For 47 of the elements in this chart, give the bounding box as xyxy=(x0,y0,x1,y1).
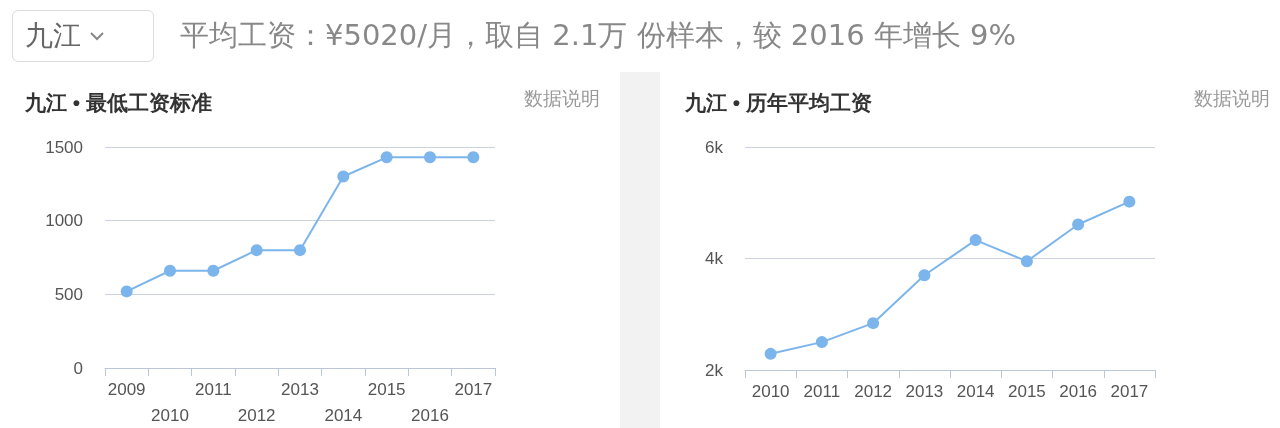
x-tick-label: 2013 xyxy=(281,379,319,399)
x-tick-label: 2017 xyxy=(454,379,493,399)
point xyxy=(815,336,828,349)
text: 平均工资：¥5020/月，取自 2.1万 份样本，较 2016 年增长 9% xyxy=(180,17,1017,54)
y-tick-label: 2k xyxy=(705,360,724,380)
x-tick-label: 2015 xyxy=(1007,381,1046,401)
y-tick-label: 500 xyxy=(54,284,83,304)
y-tick-label: 1000 xyxy=(45,211,83,231)
text: 九江 xyxy=(25,18,81,54)
point xyxy=(764,347,777,360)
x-tick-label: 2012 xyxy=(237,405,276,425)
point xyxy=(207,264,220,277)
point xyxy=(918,269,931,282)
x-tick-label: 2010 xyxy=(751,381,790,401)
y-tick-label: 0 xyxy=(73,358,83,378)
point xyxy=(337,170,350,183)
x-tick-label: 2009 xyxy=(107,379,146,399)
y-tick-label: 1500 xyxy=(45,137,83,157)
x-tick-label: 2012 xyxy=(854,381,893,401)
x-tick-label: 2014 xyxy=(324,405,363,425)
point xyxy=(969,234,982,247)
x-tick-label: 2013 xyxy=(905,381,944,401)
point xyxy=(1123,195,1136,208)
point xyxy=(294,244,306,257)
y-tick-label: 6k xyxy=(705,137,724,157)
x-tick-label: 2011 xyxy=(803,381,841,401)
point xyxy=(424,151,436,164)
x-tick-label: 2014 xyxy=(956,381,995,401)
point xyxy=(380,151,393,164)
point xyxy=(1072,218,1085,231)
point xyxy=(120,285,133,298)
point xyxy=(164,264,176,277)
point xyxy=(467,151,480,164)
x-tick-label: 2017 xyxy=(1110,381,1149,401)
chart-title: 九江 • 历年平均工资 xyxy=(684,91,873,114)
x-tick-label: 2016 xyxy=(411,405,449,425)
x-tick-label: 2010 xyxy=(151,405,189,425)
text: 数据说明 xyxy=(524,88,600,109)
chart-title: 九江 • 最低工资标准 xyxy=(24,91,213,114)
point xyxy=(867,317,880,330)
point xyxy=(250,244,263,257)
text: 数据说明 xyxy=(1194,88,1270,109)
y-tick-label: 4k xyxy=(705,249,724,268)
x-tick-label: 2015 xyxy=(367,379,406,399)
x-tick-label: 2016 xyxy=(1059,381,1098,401)
point xyxy=(1020,255,1033,268)
x-tick-label: 2011 xyxy=(195,379,232,399)
